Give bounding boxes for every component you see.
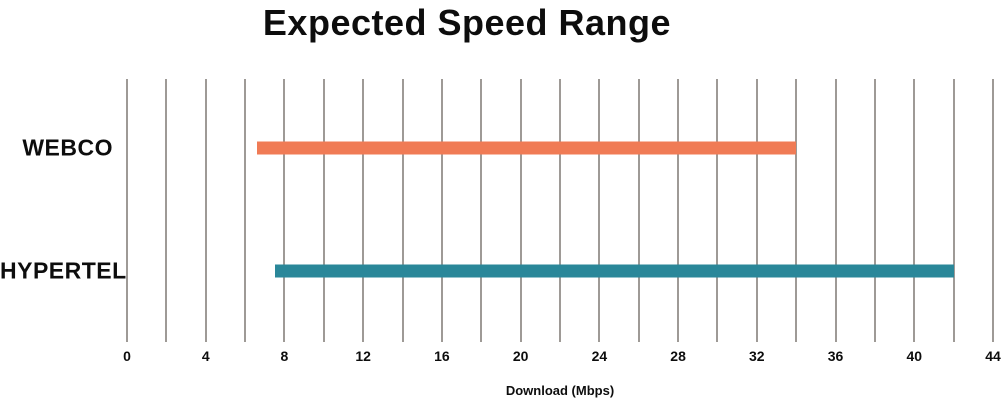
grid-line bbox=[716, 79, 719, 342]
x-tick-label: 32 bbox=[749, 348, 765, 364]
grid-line bbox=[283, 79, 286, 342]
grid-line bbox=[755, 79, 758, 342]
grid-line bbox=[362, 79, 365, 342]
grid-line bbox=[598, 79, 601, 342]
category-label-hypertel: HYPERTEL bbox=[0, 257, 127, 284]
x-tick-label: 44 bbox=[985, 348, 1001, 364]
range-bar-webco bbox=[256, 141, 797, 155]
grid-line bbox=[244, 79, 247, 342]
grid-line bbox=[559, 79, 561, 342]
grid-line bbox=[322, 79, 325, 342]
x-tick-label: 36 bbox=[827, 348, 844, 364]
grid-line bbox=[637, 79, 640, 342]
x-tick-label: 20 bbox=[512, 348, 529, 364]
range-bar-hypertel bbox=[274, 264, 954, 278]
x-tick-label: 0 bbox=[123, 348, 131, 364]
x-tick-label: 24 bbox=[591, 348, 608, 364]
grid-line bbox=[519, 79, 522, 342]
grid-line bbox=[913, 79, 916, 342]
x-tick-label: 40 bbox=[906, 348, 923, 364]
grid-line bbox=[834, 79, 837, 342]
x-tick-label: 16 bbox=[434, 348, 450, 364]
x-tick-label: 28 bbox=[670, 348, 686, 364]
grid-line bbox=[126, 79, 128, 342]
grid-line bbox=[204, 79, 207, 342]
grid-line bbox=[992, 79, 994, 342]
chart-title: Expected Speed Range bbox=[262, 2, 672, 43]
grid-line bbox=[795, 79, 798, 342]
x-tick-label: 4 bbox=[201, 348, 210, 364]
x-tick-label: 12 bbox=[355, 348, 371, 364]
x-tick-label: 8 bbox=[280, 348, 289, 364]
plot-area bbox=[126, 79, 994, 342]
grid-line bbox=[440, 79, 443, 342]
category-label-webco: WEBCO bbox=[22, 134, 113, 161]
grid-line bbox=[401, 79, 404, 342]
grid-line bbox=[480, 79, 483, 342]
grid-line bbox=[873, 79, 876, 342]
x-axis-ticks: 0 4 8 12 16 20 24 28 32 36 40 44 bbox=[123, 348, 1001, 368]
grid-line bbox=[952, 79, 955, 342]
x-axis-title: Download (Mbps) bbox=[505, 383, 615, 398]
grid-line bbox=[165, 79, 168, 342]
grid-line bbox=[677, 79, 680, 342]
